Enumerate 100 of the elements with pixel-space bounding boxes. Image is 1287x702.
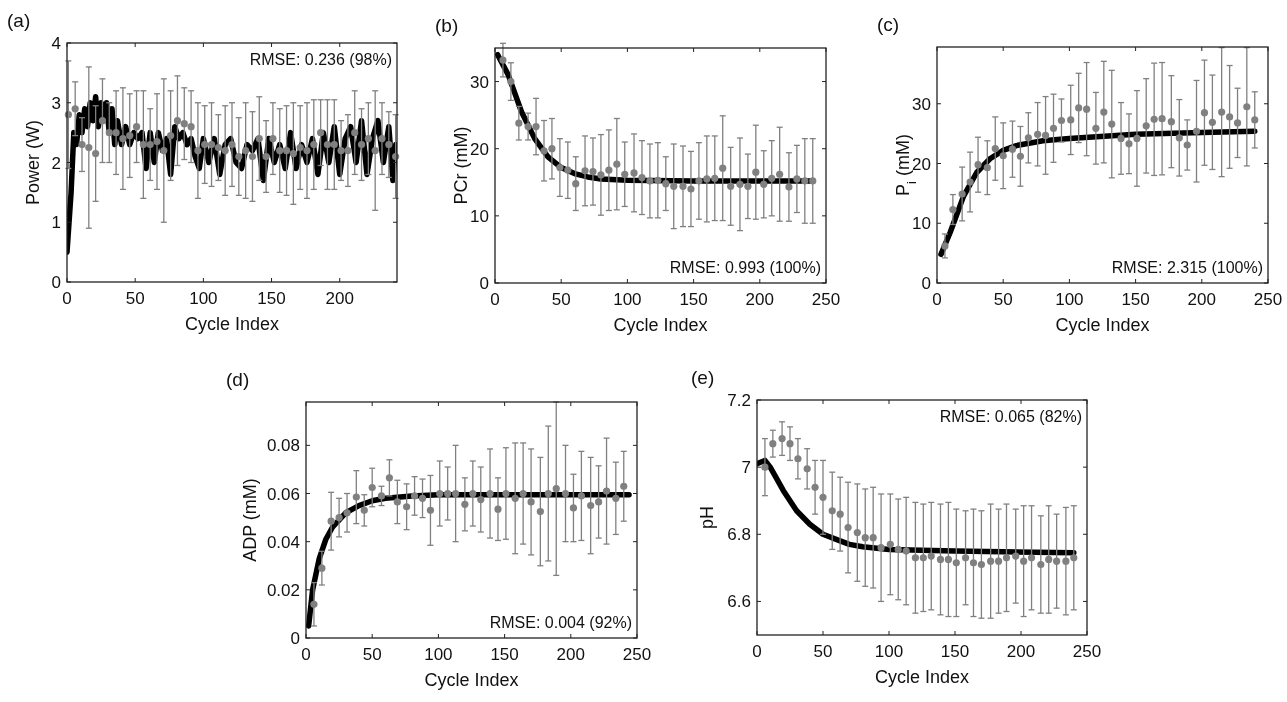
- point: [768, 174, 776, 182]
- y-axis-title: PCr (mM): [451, 126, 471, 205]
- point: [844, 523, 852, 532]
- point: [577, 492, 585, 500]
- point: [1020, 557, 1028, 565]
- point: [612, 494, 620, 502]
- point: [1183, 141, 1191, 149]
- point: [289, 149, 297, 158]
- point: [949, 205, 957, 214]
- point: [902, 547, 910, 555]
- point: [803, 465, 811, 473]
- point: [1142, 122, 1150, 130]
- x-tick-label: 250: [1253, 290, 1283, 309]
- point: [132, 123, 141, 131]
- y-tick-label: 2: [51, 153, 61, 173]
- point: [927, 552, 935, 560]
- point: [602, 487, 611, 495]
- point: [1070, 554, 1078, 562]
- point: [98, 117, 107, 125]
- point: [605, 166, 613, 174]
- point: [393, 498, 401, 506]
- point: [1075, 104, 1083, 112]
- point: [966, 178, 974, 186]
- point: [687, 185, 695, 193]
- point: [357, 140, 366, 149]
- point: [337, 146, 345, 155]
- point: [262, 152, 270, 161]
- point: [119, 135, 127, 143]
- point: [861, 534, 869, 542]
- point: [276, 146, 284, 155]
- y-tick-label: 6.6: [727, 592, 751, 612]
- point: [597, 171, 605, 179]
- point: [78, 140, 86, 149]
- point: [994, 557, 1003, 565]
- point: [1002, 554, 1011, 562]
- point: [410, 492, 419, 500]
- x-tick-label: 200: [1187, 290, 1216, 309]
- point: [221, 146, 229, 155]
- point: [335, 513, 343, 522]
- point: [809, 177, 817, 185]
- point: [974, 161, 982, 169]
- point: [317, 129, 325, 137]
- x-axis-title: Cycle Index: [424, 670, 519, 690]
- chart-title: (b): [435, 15, 459, 36]
- point: [587, 501, 595, 510]
- point: [654, 176, 662, 184]
- point: [736, 180, 744, 188]
- point: [919, 554, 927, 562]
- point: [695, 177, 703, 185]
- point: [248, 152, 257, 161]
- point: [1158, 115, 1166, 123]
- point: [310, 140, 318, 149]
- point: [126, 132, 134, 140]
- point: [418, 494, 427, 502]
- y-tick-label: 0: [479, 274, 489, 293]
- point: [983, 164, 991, 172]
- point: [310, 600, 318, 608]
- y-tick-label: 30: [912, 94, 931, 114]
- point: [1117, 134, 1125, 143]
- annotation: RMSE: 0.236 (98%): [249, 51, 392, 68]
- point: [201, 140, 209, 149]
- x-tick-label: 150: [940, 642, 970, 661]
- x-tick-label: 50: [362, 645, 382, 664]
- point: [153, 137, 161, 146]
- point: [426, 506, 435, 514]
- point: [536, 507, 544, 516]
- y-tick-label: 10: [912, 214, 931, 234]
- y-tick-label: 1: [51, 213, 61, 233]
- point: [255, 135, 263, 143]
- point: [561, 489, 570, 498]
- point: [242, 146, 250, 155]
- point: [1133, 134, 1141, 143]
- point: [785, 183, 793, 191]
- y-tick-label: 10: [470, 206, 489, 226]
- point: [1062, 557, 1070, 565]
- point: [403, 503, 411, 511]
- x-tick-label: 150: [490, 645, 519, 664]
- point: [515, 119, 523, 127]
- point: [1045, 555, 1053, 564]
- point: [436, 489, 444, 498]
- point: [638, 173, 646, 182]
- point: [869, 534, 877, 542]
- point: [679, 182, 687, 190]
- point: [621, 170, 629, 178]
- point: [519, 489, 527, 498]
- point: [477, 495, 485, 504]
- point: [377, 492, 386, 500]
- point: [769, 440, 777, 448]
- point: [1034, 130, 1042, 138]
- point: [444, 489, 452, 498]
- point: [1175, 134, 1183, 142]
- chart-title: (d): [226, 369, 250, 390]
- point: [952, 559, 960, 567]
- x-tick-label: 50: [125, 289, 145, 308]
- annotation: RMSE: 0.004 (92%): [489, 614, 632, 631]
- point: [351, 129, 359, 137]
- point: [1100, 108, 1108, 116]
- point: [1008, 145, 1017, 153]
- point: [761, 463, 769, 471]
- point: [85, 143, 93, 152]
